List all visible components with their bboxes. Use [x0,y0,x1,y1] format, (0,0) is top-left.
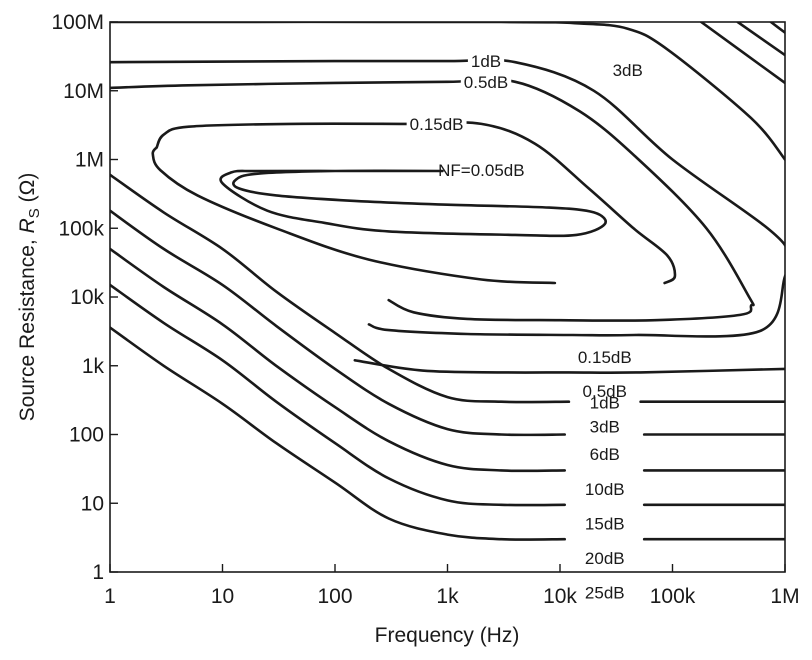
y-tick-label-100k: 100k [58,217,104,240]
x-tick-label-1k: 1k [436,585,459,608]
contour-20db-part-0 [110,283,566,507]
contour-diag-c [769,22,785,34]
contour-0-15db-part-1 [155,121,677,285]
plot-frame [109,21,786,573]
contour-label-0-5db: 0.5dB [583,382,627,401]
contour-3db [110,22,785,161]
contour-label-10db: 10dB [585,480,625,499]
contour-label-15db: 15dB [585,514,625,533]
contour-annotation-3db: 3dB [613,61,643,80]
y-tick-label-1k: 1k [82,355,105,378]
y-tick-label-10: 10 [81,492,104,515]
axis-ticks: 1 10 100 1k 10k 100k 1M 1 10 100 1k 10k 100k 1M 10M 100… [51,11,799,608]
y-axis-title-suffix: (Ω) [16,173,39,209]
y-axis-title-subscript: S [26,208,43,218]
annotation-backdrop [467,52,505,72]
x-tick-label-1m: 1M [770,585,799,608]
contour-label-1db: 1dB [590,394,620,413]
contour-0-15db-part-0 [151,146,557,285]
contour-label-3db: 3dB [590,418,620,437]
y-tick-label-1m: 1M [75,149,104,172]
contour-curves [110,22,785,541]
x-tick-label-10k: 10k [543,585,577,608]
y-axis-title-prefix: Source Resistance, [16,233,39,421]
contour-10db-part-0 [110,209,566,437]
contour-0-5db [110,78,755,322]
x-axis-title: Frequency (Hz) [375,624,520,647]
annotation-backdrop [460,72,512,92]
x-tick-label-10: 10 [211,585,234,608]
x-tick-label-100: 100 [317,585,352,608]
y-axis-title: Source Resistance, RS (Ω) [16,173,43,422]
contour-label-0-15db: 0.15dB [578,348,632,367]
contour-diag-a [699,22,785,85]
contour-15db-part-0 [110,247,566,473]
contour-label-nf-0-05db: NF=0.05dB [438,161,524,180]
x-tick-label-1: 1 [104,585,116,608]
y-tick-label-10m: 10M [63,80,104,103]
y-tick-label-100: 100 [69,424,104,447]
annotation-backdrop [406,114,467,134]
contour-label-20db: 20dB [585,549,625,568]
contour-annotation-0-5db: 0.5dB [464,73,508,92]
contour-1db [110,58,785,338]
y-tick-label-1: 1 [92,561,104,584]
contour-25db-part-0 [110,326,566,541]
contour-labels: NF=0.05dB0.15dB0.5dB1dB3dB6dB10dB15dB20d… [406,52,646,603]
contour-6db-part-0 [110,173,571,404]
contour-diag-b [736,22,785,57]
contour-annotation-1db: 1dB [471,52,501,71]
contour-nf-0-05db [219,169,607,238]
annotation-backdrop [609,61,646,81]
contour-label-25db: 25dB [585,584,625,603]
x-tick-label-100k: 100k [650,585,696,608]
contour-3db-low [353,359,785,374]
y-axis-title-symbol: R [16,218,39,233]
contour-annotation-0-15db: 0.15dB [410,115,464,134]
y-tick-label-100m: 100M [51,11,104,34]
y-tick-label-10k: 10k [70,286,104,309]
contour-label-6db: 6dB [590,445,620,464]
